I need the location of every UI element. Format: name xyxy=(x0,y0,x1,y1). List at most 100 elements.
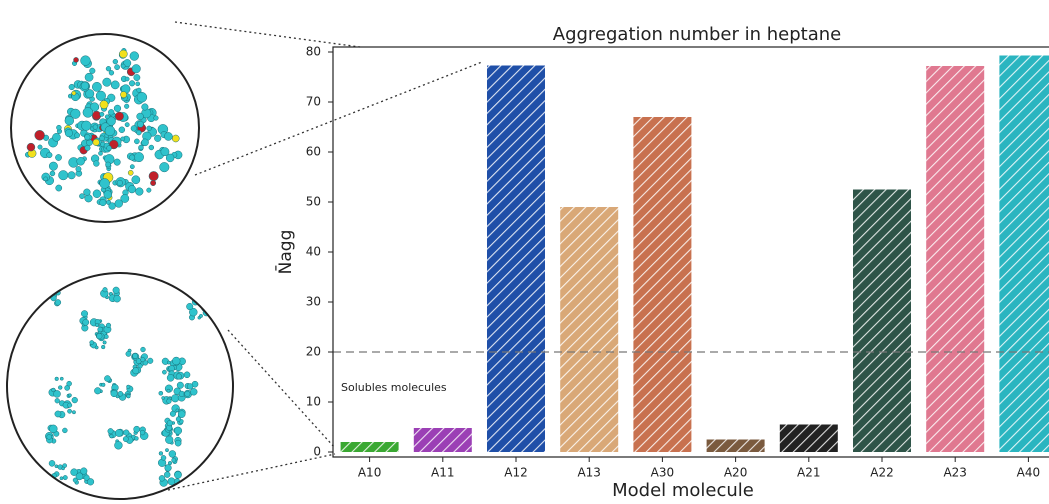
molecule xyxy=(102,77,112,87)
molecule xyxy=(158,475,166,482)
molecule xyxy=(59,476,64,481)
molecule xyxy=(103,190,113,199)
molecule xyxy=(172,356,181,366)
molecule xyxy=(166,398,172,404)
molecule xyxy=(117,391,124,397)
molecule xyxy=(174,471,182,479)
bar xyxy=(706,439,765,452)
molecule xyxy=(133,425,141,433)
molecule xyxy=(62,475,68,481)
molecule xyxy=(85,89,95,99)
molecule xyxy=(64,129,73,138)
molecule xyxy=(129,80,136,87)
chart-title: Aggregation number in heptane xyxy=(553,24,841,45)
molecule xyxy=(166,360,171,365)
molecule xyxy=(171,457,177,463)
molecule xyxy=(101,344,106,350)
molecule xyxy=(43,176,48,182)
x-tick-label: A12 xyxy=(504,466,527,480)
molecule xyxy=(76,157,85,166)
x-tick-label: A40 xyxy=(1017,466,1040,480)
y-tick-label: 30 xyxy=(306,295,321,309)
molecule xyxy=(49,424,58,434)
molecule xyxy=(153,115,159,121)
molecule xyxy=(99,199,107,207)
molecule xyxy=(80,55,91,66)
molecule xyxy=(124,76,130,82)
molecule xyxy=(79,193,85,199)
molecule xyxy=(131,175,141,185)
molecule xyxy=(139,429,146,436)
bar xyxy=(560,207,619,452)
molecule xyxy=(80,81,90,90)
molecule xyxy=(119,49,128,59)
molecule xyxy=(58,170,69,181)
bar xyxy=(779,424,838,452)
molecule xyxy=(109,434,114,439)
molecule xyxy=(184,390,191,397)
molecule xyxy=(123,429,130,436)
molecule xyxy=(166,420,173,427)
molecule xyxy=(138,144,144,151)
molecule xyxy=(58,385,63,390)
y-tick-label: 60 xyxy=(306,145,321,159)
molecule xyxy=(104,125,116,137)
molecule xyxy=(95,90,106,101)
molecule xyxy=(118,126,126,133)
molecule xyxy=(164,464,172,472)
molecule xyxy=(108,70,115,76)
molecule xyxy=(161,396,166,400)
molecule xyxy=(97,326,103,333)
molecule xyxy=(74,132,81,139)
molecule xyxy=(127,170,134,176)
molecule xyxy=(165,448,169,453)
molecule xyxy=(113,158,121,166)
molecule xyxy=(66,380,72,387)
molecule xyxy=(54,398,60,404)
molecule xyxy=(141,103,149,111)
molecule xyxy=(162,369,167,375)
molecule xyxy=(140,346,146,353)
molecule xyxy=(48,286,53,291)
molecule xyxy=(82,318,90,326)
y-tick-label: 40 xyxy=(306,245,321,259)
molecule xyxy=(83,188,91,196)
molecule xyxy=(62,427,68,434)
molecule xyxy=(68,393,72,398)
molecule xyxy=(89,340,95,345)
molecule xyxy=(190,388,198,396)
molecule xyxy=(39,291,47,298)
molecule xyxy=(46,152,53,159)
molecule xyxy=(54,376,59,381)
x-tick-label: A10 xyxy=(358,466,381,480)
molecule xyxy=(166,388,171,393)
molecule xyxy=(108,202,116,210)
molecule xyxy=(93,160,100,167)
molecule xyxy=(49,170,56,177)
molecule xyxy=(126,384,131,389)
molecule xyxy=(95,322,100,328)
x-tick-label: A23 xyxy=(943,466,966,480)
molecule xyxy=(120,136,126,142)
molecule xyxy=(99,178,110,189)
molecule xyxy=(52,133,61,142)
x-tick-label: A21 xyxy=(797,466,820,480)
molecule xyxy=(59,376,64,381)
molecule xyxy=(129,154,136,161)
molecule xyxy=(177,410,186,418)
molecule xyxy=(101,382,106,387)
molecule xyxy=(110,80,120,90)
molecule xyxy=(67,408,72,414)
molecule xyxy=(94,345,99,350)
molecule xyxy=(171,134,180,143)
y-tick-label: 80 xyxy=(306,45,321,59)
molecule xyxy=(105,161,111,168)
molecule xyxy=(104,375,111,382)
x-tick-label: A13 xyxy=(577,466,600,480)
x-tick-label: A11 xyxy=(431,466,454,480)
molecule xyxy=(165,153,175,163)
molecule xyxy=(114,441,123,450)
molecule xyxy=(127,185,136,194)
molecule xyxy=(150,180,157,186)
molecule xyxy=(164,471,171,478)
